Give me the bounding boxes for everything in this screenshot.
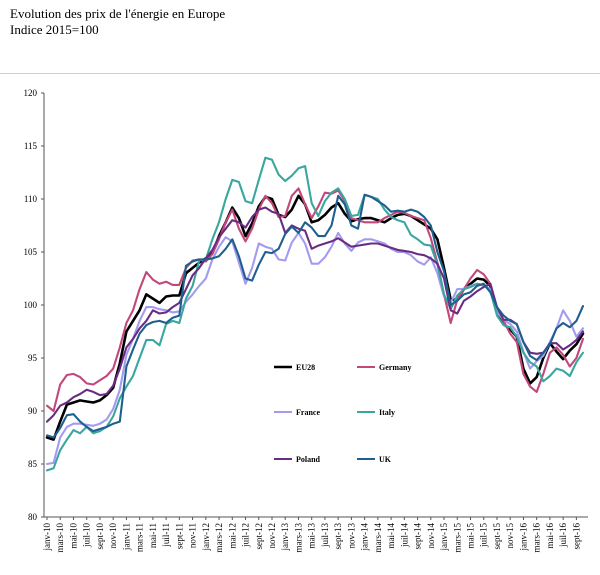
x-tick-label: mars-11 bbox=[135, 523, 145, 552]
series-line-italy bbox=[45, 156, 585, 472]
header-divider bbox=[0, 73, 600, 74]
x-tick-label: sept-16 bbox=[571, 523, 581, 550]
x-tick-label: mai-10 bbox=[68, 523, 78, 549]
x-tick-label: janv-12 bbox=[201, 523, 211, 552]
legend-label-france: France bbox=[296, 408, 320, 417]
legend-label-poland: Poland bbox=[296, 455, 321, 464]
x-tick-label: mars-12 bbox=[214, 523, 224, 553]
y-tick-label: 100 bbox=[24, 300, 38, 310]
x-tick-label: juil-11 bbox=[161, 523, 171, 548]
legend-bg-poland bbox=[271, 451, 349, 464]
legend-label-eu28: EU28 bbox=[296, 363, 315, 372]
x-tick-label: sept-14 bbox=[413, 523, 423, 550]
y-tick-label: 85 bbox=[28, 459, 38, 469]
y-tick-label: 95 bbox=[28, 353, 38, 363]
x-tick-label: nov-13 bbox=[346, 523, 356, 549]
legend: EU28 Germany France Italy Poland UK bbox=[271, 359, 432, 464]
x-tick-label: mai-15 bbox=[466, 523, 476, 549]
legend-bg-france bbox=[271, 404, 349, 417]
series-line-poland bbox=[45, 206, 585, 423]
x-tick-label: mars-15 bbox=[452, 523, 462, 553]
x-tick-label: mars-14 bbox=[373, 523, 383, 553]
x-tick-label: mars-10 bbox=[55, 523, 65, 553]
y-tick-label: 115 bbox=[24, 141, 38, 151]
x-tick-label: janv-13 bbox=[280, 523, 290, 552]
x-tick-label: mai-11 bbox=[148, 523, 158, 548]
y-tick-label: 80 bbox=[28, 512, 38, 522]
chart-header: Evolution des prix de l'énergie en Europ… bbox=[10, 6, 225, 38]
chart-subtitle: Indice 2015=100 bbox=[10, 22, 99, 37]
y-tick-label: 110 bbox=[24, 194, 38, 204]
x-tick-label: janv-16 bbox=[518, 523, 528, 552]
x-tick-label: juil-15 bbox=[479, 523, 489, 548]
x-tick-label: nov-15 bbox=[505, 523, 515, 549]
legend-bg-eu28 bbox=[271, 359, 349, 372]
x-tick-label: sept-15 bbox=[492, 523, 502, 550]
x-tick-label: sept-10 bbox=[95, 523, 105, 550]
x-tick-label: janv-14 bbox=[360, 523, 370, 552]
x-tick-label: juil-16 bbox=[558, 523, 568, 548]
y-tick-label: 90 bbox=[28, 406, 38, 416]
x-tick-label: nov-10 bbox=[108, 523, 118, 549]
x-tick-label: janv-10 bbox=[42, 523, 52, 552]
x-tick-label: juil-13 bbox=[320, 523, 330, 548]
series-line-uk bbox=[45, 193, 585, 439]
legend-label-uk: UK bbox=[379, 455, 392, 464]
x-tick-label: sept-12 bbox=[254, 523, 264, 550]
x-tick-label: janv-11 bbox=[121, 523, 131, 551]
x-tick-label: juil-14 bbox=[399, 523, 409, 548]
y-tick-label: 120 bbox=[24, 88, 38, 98]
legend-label-italy: Italy bbox=[379, 408, 395, 417]
x-axis-ticks: janv-10 mars-10 mai-10 juil-10 sept-10 nov-10… bbox=[42, 517, 581, 553]
x-tick-label: sept-13 bbox=[333, 523, 343, 550]
x-tick-label: mai-16 bbox=[545, 523, 555, 549]
x-tick-label: juil-12 bbox=[241, 523, 251, 548]
chart-title: Evolution des prix de l'énergie en Europ… bbox=[10, 6, 226, 21]
x-tick-label: nov-11 bbox=[188, 523, 198, 548]
series-line-france bbox=[45, 231, 585, 466]
x-tick-label: nov-14 bbox=[426, 523, 436, 549]
legend-bg-uk bbox=[354, 451, 432, 464]
x-tick-label: mai-12 bbox=[227, 523, 237, 549]
x-tick-label: mai-13 bbox=[307, 523, 317, 549]
y-axis-ticks: 80 85 90 95 100 105 110 115 120 bbox=[24, 88, 44, 522]
x-tick-label: mars-13 bbox=[293, 523, 303, 553]
x-tick-label: sept-11 bbox=[174, 523, 184, 549]
x-tick-label: mai-14 bbox=[386, 523, 396, 549]
x-tick-label: nov-12 bbox=[267, 523, 277, 549]
series-lines bbox=[45, 156, 585, 472]
legend-bg-germany bbox=[354, 359, 432, 372]
legend-label-germany: Germany bbox=[379, 363, 411, 372]
x-tick-label: mars-16 bbox=[532, 523, 542, 553]
legend-bg-italy bbox=[354, 404, 432, 417]
x-tick-label: janv-15 bbox=[439, 523, 449, 552]
x-tick-label: juil-10 bbox=[82, 523, 92, 548]
y-tick-label: 105 bbox=[24, 247, 38, 257]
